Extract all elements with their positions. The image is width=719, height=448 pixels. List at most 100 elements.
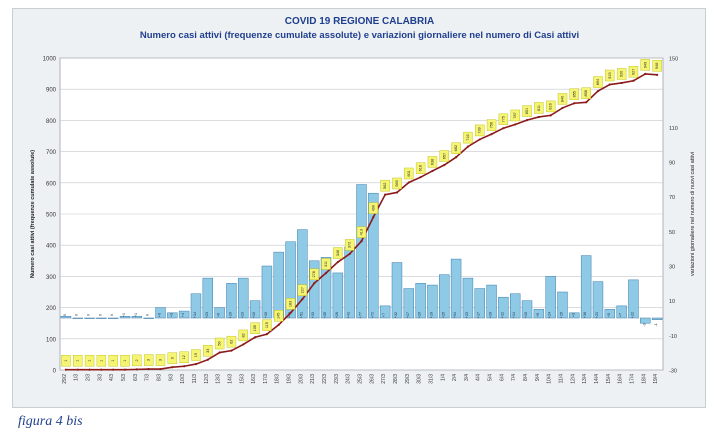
x-tick-label: 6/3: [133, 374, 139, 381]
daily-change-bar: [190, 293, 202, 319]
change-label: +20: [418, 312, 422, 318]
value-label-box: [333, 247, 343, 259]
value-label-box: [652, 60, 662, 72]
active-cases-point: [514, 123, 517, 126]
change-label: +5: [536, 313, 540, 317]
x-tick-label: 19/3: [287, 374, 293, 384]
y-axis-title-right: variazioni giornaliere nel numero di nuo…: [690, 152, 696, 276]
active-cases-point: [171, 366, 174, 369]
daily-change-bar: [356, 184, 367, 319]
active-cases-point: [655, 73, 659, 76]
active-cases-point: [230, 349, 233, 352]
value-label: 775: [501, 116, 505, 122]
y-tick-label-right: -10: [669, 334, 677, 340]
value-label-box: [439, 150, 449, 162]
active-cases-point: [313, 282, 316, 285]
value-label-box: [262, 319, 272, 331]
value-label-box: [475, 124, 485, 137]
value-label: 638: [430, 159, 434, 165]
change-label: +19: [489, 312, 493, 318]
value-label: 278: [312, 271, 316, 277]
value-label-box: [84, 354, 95, 367]
active-cases-point: [644, 72, 647, 76]
daily-change-bar: [131, 316, 143, 319]
value-label-box: [120, 354, 130, 367]
active-cases-point: [419, 176, 422, 179]
value-label: 19: [194, 353, 198, 357]
value-label: 115: [265, 322, 269, 328]
value-label-box: [321, 258, 331, 270]
x-tick-label: 6/4: [499, 374, 505, 381]
value-label: 227: [300, 287, 304, 293]
change-label: 0: [98, 314, 102, 316]
daily-change-bar: [521, 300, 533, 319]
daily-change-bar: [96, 317, 107, 319]
change-label: +7: [619, 313, 623, 317]
x-tick-label: 10/4: [547, 374, 553, 384]
chart-subtitle: Numero casi attivi (frequenze cumulate a…: [139, 30, 580, 41]
value-label: 562: [383, 182, 387, 188]
value-label: 601: [407, 170, 411, 176]
active-cases-point: [206, 358, 209, 361]
active-cases-point: [573, 102, 576, 105]
value-label-box: [309, 268, 319, 280]
value-label: 946: [655, 63, 659, 69]
figure-caption: figura 4 bis: [18, 414, 83, 429]
daily-change-bar: [84, 317, 95, 319]
value-label: 716: [466, 134, 470, 140]
daily-change-bar: [498, 296, 509, 319]
change-label: +15: [560, 312, 564, 318]
active-cases-point: [218, 351, 221, 354]
change-label: +1: [134, 313, 138, 317]
active-cases-point: [183, 365, 186, 368]
value-label: 682: [454, 145, 458, 151]
value-label-box: [628, 66, 639, 78]
change-label: +17: [406, 312, 410, 318]
change-label: +6: [217, 313, 221, 317]
value-label: 33: [206, 349, 210, 353]
value-label-box: [415, 162, 426, 174]
x-tick-label: 27/3: [381, 374, 387, 384]
value-label-box: [463, 131, 473, 144]
value-label: 811: [537, 105, 541, 111]
value-label: 569: [395, 180, 399, 186]
x-tick-label: 11/4: [559, 374, 565, 384]
change-label: 0: [146, 314, 150, 316]
change-label: +41: [347, 312, 351, 318]
x-tick-label: 13/3: [216, 374, 222, 384]
daily-change-bar: [628, 279, 639, 319]
y-tick-label-left: 500: [46, 213, 57, 219]
x-tick-label: 5/4: [488, 374, 494, 381]
change-label: +23: [240, 312, 244, 318]
value-label-box: [297, 284, 308, 296]
value-label: 1: [111, 360, 115, 362]
x-tick-label: 16/3: [251, 374, 257, 384]
value-label-box: [451, 142, 461, 154]
x-tick-label: 8/3: [157, 374, 163, 381]
daily-change-bar: [249, 300, 261, 319]
value-label-box: [73, 354, 83, 367]
daily-change-bar: [403, 288, 415, 319]
y-tick-label-right: 30: [669, 265, 675, 271]
daily-change-bar: [379, 305, 391, 319]
change-label: +20: [228, 312, 232, 318]
x-tick-label: 31/3: [428, 374, 434, 384]
active-cases-point: [632, 79, 635, 82]
y-tick-label-left: 0: [53, 369, 57, 375]
daily-change-bar: [462, 277, 474, 319]
value-label: 894: [596, 79, 600, 85]
value-label-box: [191, 349, 201, 361]
x-tick-label: 18/3: [275, 374, 281, 384]
x-tick-label: 13/4: [582, 374, 588, 384]
change-label: +72: [370, 312, 374, 318]
change-label: +21: [595, 312, 599, 318]
change-label: +51: [299, 312, 303, 318]
y-axis-title-left: Numero casi attivi (frequenze cumulate a…: [30, 150, 36, 278]
value-label-box: [581, 87, 591, 100]
x-tick-label: 11/3: [192, 374, 198, 384]
value-label-box: [344, 239, 355, 251]
change-label: +35: [323, 312, 327, 318]
active-cases-point: [277, 323, 280, 326]
change-label: +33: [311, 312, 315, 318]
